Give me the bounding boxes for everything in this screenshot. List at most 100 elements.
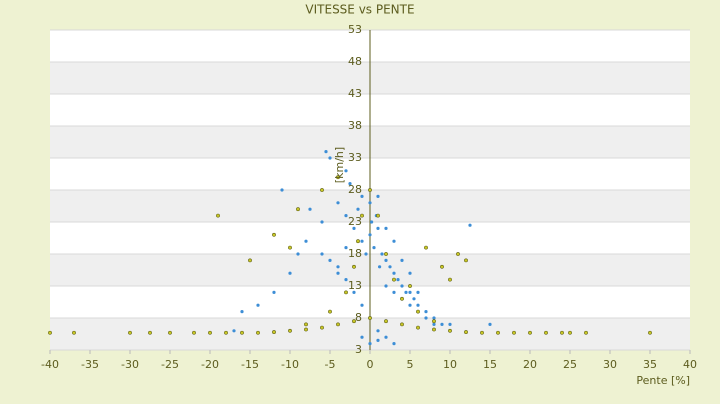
y-tick-label: 18 — [348, 247, 362, 260]
point — [376, 226, 380, 230]
point — [272, 290, 276, 294]
point — [372, 246, 376, 250]
point — [296, 207, 300, 212]
point — [368, 342, 372, 346]
point — [368, 201, 372, 205]
point — [368, 188, 372, 192]
point — [440, 322, 444, 326]
point — [424, 316, 428, 320]
y-tick-label: 23 — [348, 215, 362, 228]
x-tick-label: 0 — [367, 358, 374, 371]
point — [568, 330, 572, 335]
point — [352, 319, 356, 324]
point — [348, 182, 352, 186]
point — [404, 290, 408, 294]
point — [416, 309, 420, 314]
point — [336, 265, 340, 269]
point — [320, 188, 324, 192]
point — [352, 264, 356, 269]
point — [544, 330, 548, 335]
x-tick-label: -35 — [81, 358, 99, 371]
point — [488, 322, 492, 326]
y-tick-label: 48 — [348, 55, 362, 68]
point — [320, 252, 324, 256]
x-tick-label: -5 — [325, 358, 336, 371]
point — [360, 239, 364, 243]
point — [320, 220, 324, 224]
point — [388, 265, 392, 269]
point — [378, 265, 382, 269]
point — [392, 239, 396, 243]
point — [432, 327, 436, 332]
point — [464, 330, 468, 334]
x-tick-label: 10 — [443, 358, 457, 371]
point — [384, 258, 388, 262]
point — [396, 278, 400, 282]
x-tick-label: 35 — [643, 358, 657, 371]
point — [208, 330, 212, 335]
point — [360, 194, 364, 198]
point — [400, 284, 404, 288]
point — [368, 316, 372, 320]
point — [424, 310, 428, 314]
chart-title: VITESSE vs PENTE — [305, 3, 414, 17]
point — [168, 330, 172, 335]
y-tick-label: 8 — [355, 311, 362, 324]
point — [408, 303, 412, 307]
point — [72, 330, 76, 335]
point — [376, 338, 380, 342]
y-tick-label: 3 — [355, 343, 362, 356]
x-tick-label: -10 — [281, 358, 299, 371]
point — [272, 232, 276, 237]
point — [296, 252, 300, 256]
point — [432, 316, 436, 320]
point — [336, 271, 340, 275]
point — [216, 213, 220, 218]
point — [356, 239, 360, 244]
point — [224, 330, 228, 335]
point — [496, 330, 500, 335]
point — [384, 252, 388, 256]
y-tick-label: 38 — [348, 119, 362, 132]
point — [408, 284, 412, 288]
point — [360, 303, 364, 307]
point — [392, 277, 396, 282]
point — [376, 213, 380, 218]
point — [320, 325, 324, 330]
point — [432, 322, 436, 326]
point — [304, 239, 308, 243]
point — [344, 246, 348, 250]
point — [344, 290, 348, 295]
point — [480, 330, 484, 335]
point — [344, 214, 348, 218]
point — [448, 328, 452, 333]
point — [360, 335, 364, 339]
point — [376, 194, 380, 198]
x-tick-label: 15 — [483, 358, 497, 371]
point — [464, 258, 468, 263]
point — [584, 330, 588, 335]
x-tick-label: -40 — [41, 358, 59, 371]
point — [304, 322, 308, 327]
point — [432, 319, 436, 324]
point — [256, 303, 260, 307]
point — [344, 169, 348, 173]
x-axis-title: Pente [%] — [636, 374, 690, 387]
point — [280, 188, 284, 192]
point — [288, 328, 292, 333]
point — [408, 271, 412, 275]
point — [344, 278, 348, 282]
point — [336, 201, 340, 205]
point — [376, 329, 380, 333]
point — [352, 226, 356, 230]
point — [392, 342, 396, 346]
point — [352, 290, 356, 294]
point — [192, 330, 196, 335]
point — [384, 319, 388, 324]
point — [528, 330, 532, 335]
x-tick-label: -25 — [161, 358, 179, 371]
point — [272, 330, 276, 334]
point — [288, 245, 292, 250]
